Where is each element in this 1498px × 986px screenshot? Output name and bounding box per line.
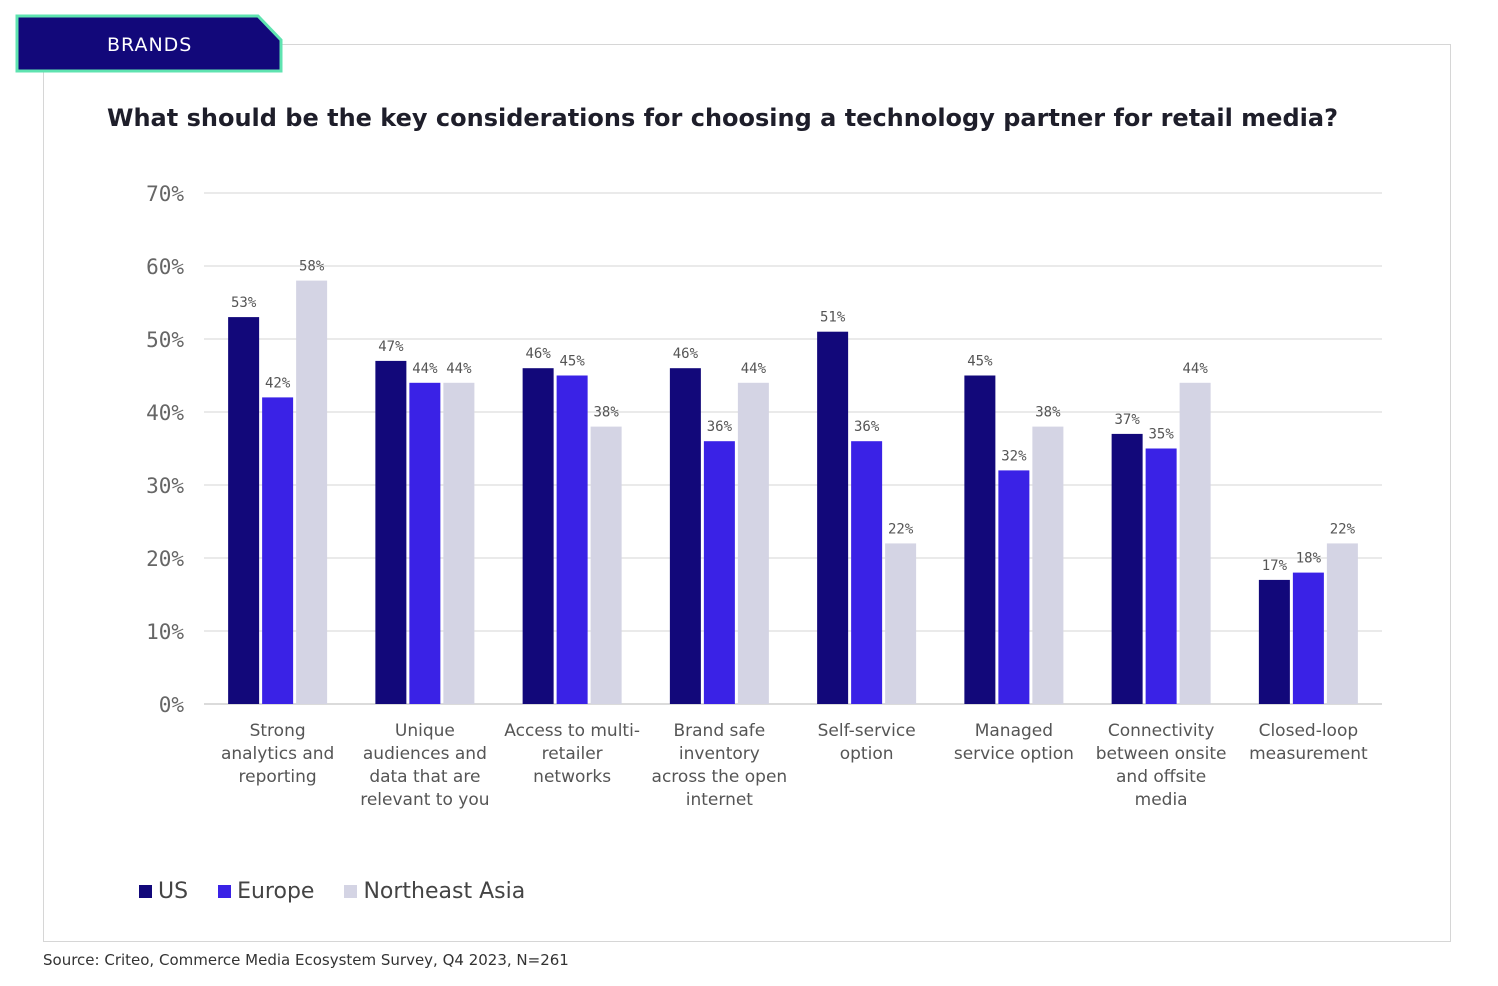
data-label: 17% [1262,558,1288,574]
data-label: 45% [559,354,585,370]
bar [1032,426,1064,704]
source-note: Source: Criteo, Commerce Media Ecosystem… [43,951,569,969]
x-tick-label: Connectivity [1108,721,1215,741]
data-label: 36% [854,419,880,435]
x-tick-label: across the open [652,767,788,787]
bar [296,280,328,704]
data-label: 44% [412,361,438,377]
x-tick-label: and offsite [1116,767,1206,787]
data-label: 47% [378,339,404,355]
data-label: 51% [820,310,846,326]
bar [228,317,260,704]
y-tick-label: 70% [146,182,184,206]
x-tick-label: media [1135,790,1188,810]
x-tick-label: Brand safe [673,721,765,741]
bar [522,368,554,704]
data-label: 44% [446,361,472,377]
data-label: 38% [593,405,619,421]
bar [1111,433,1143,704]
x-tick-label: Strong [250,721,306,741]
data-label: 37% [1114,412,1140,428]
y-tick-label: 20% [146,547,184,571]
data-label: 32% [1001,448,1027,464]
data-label: 44% [741,361,767,377]
brands-tab: BRANDS [15,14,283,74]
bar [1179,382,1211,704]
data-label: 42% [265,375,291,391]
bar [1258,579,1290,704]
y-tick-label: 40% [146,401,184,425]
x-tick-label: analytics and [221,744,334,764]
data-label: 45% [967,354,993,370]
x-tick-label: Self-service [818,721,916,741]
x-tick-label: Closed-loop [1259,721,1359,741]
bar [964,375,996,704]
data-label: 46% [673,346,699,362]
data-label: 44% [1182,361,1208,377]
bar [1326,543,1358,704]
x-tick-label: Managed [975,721,1053,741]
bar [851,441,883,704]
bar [737,382,769,704]
bar [556,375,588,704]
y-tick-label: 50% [146,328,184,352]
bar [375,360,407,704]
tab-label: BRANDS [107,34,193,56]
data-label: 38% [1035,405,1061,421]
bar [669,368,701,704]
bar [703,441,735,704]
legend-swatch-us [139,885,152,898]
legend-label-northeast-asia: Northeast Asia [363,879,526,904]
y-tick-label: 30% [146,474,184,498]
bar [1145,448,1177,704]
data-label: 18% [1296,551,1322,567]
data-label: 36% [707,419,733,435]
legend-item-northeast-asia: Northeast Asia [344,879,525,904]
y-tick-label: 0% [159,693,185,717]
data-label: 35% [1148,427,1174,443]
x-tick-label: Unique [395,721,455,741]
x-tick-label: service option [954,744,1074,764]
bar [1292,572,1324,704]
bar [885,543,917,704]
data-label: 22% [888,521,914,537]
x-tick-label: inventory [679,744,760,764]
bar [262,397,294,704]
x-tick-label: option [840,744,894,764]
data-label: 58% [299,259,325,275]
x-tick-label: networks [533,767,611,787]
x-tick-label: Access to multi- [504,721,640,741]
bar [590,426,622,704]
x-tick-label: measurement [1249,744,1368,764]
bar [443,382,475,704]
x-tick-label: data that are [369,767,480,787]
y-tick-label: 60% [146,255,184,279]
x-tick-label: relevant to you [360,790,489,810]
x-tick-label: audiences and [363,744,487,764]
x-tick-label: internet [686,790,754,810]
chart-title: What should be the key considerations fo… [107,104,1338,132]
bar [998,470,1030,704]
bar [817,331,849,704]
data-label: 53% [231,295,257,311]
legend: US Europe Northeast Asia [139,879,555,904]
tab-shape [15,14,283,73]
legend-item-us: US [139,879,188,904]
x-tick-label: reporting [239,767,317,787]
data-label: 22% [1330,521,1356,537]
x-tick-label: retailer [542,744,603,764]
legend-swatch-europe [218,885,232,898]
legend-swatch-northeast-asia [344,885,358,898]
legend-label-us: US [158,879,189,904]
data-label: 46% [525,346,551,362]
y-tick-label: 10% [146,620,184,644]
bar [409,382,441,704]
legend-label-europe: Europe [237,879,315,904]
legend-item-europe: Europe [218,879,314,904]
x-tick-label: between onsite [1096,744,1227,764]
